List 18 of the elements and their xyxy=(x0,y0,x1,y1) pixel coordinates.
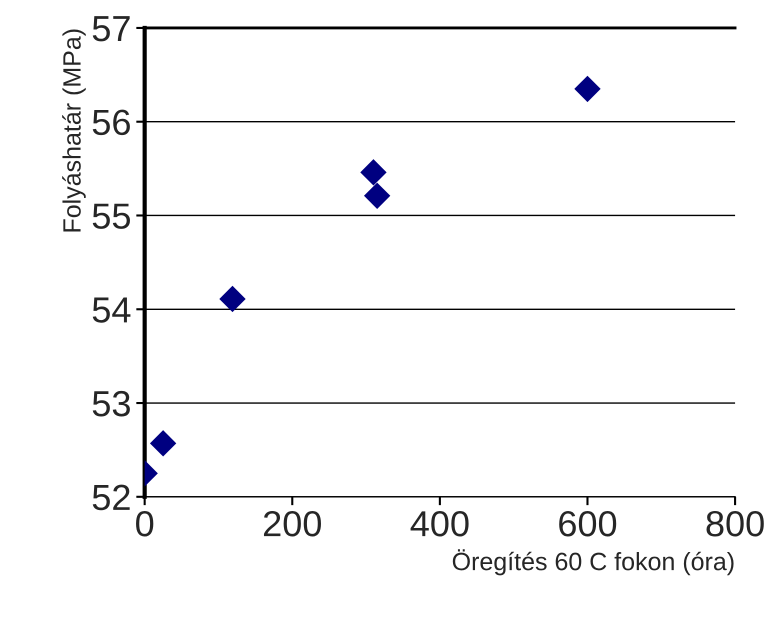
y-tick-label: 54 xyxy=(92,298,130,323)
y-tick-label: 52 xyxy=(92,484,130,510)
point xyxy=(150,430,176,457)
x-tick-label: 400 xyxy=(410,510,469,537)
y-tick-label: 56 xyxy=(92,110,130,136)
point xyxy=(364,182,390,209)
x-tick-label: 800 xyxy=(706,510,764,537)
x-axis-title: Öregítés 60 C fokon (óra) xyxy=(452,549,734,576)
point xyxy=(360,159,387,186)
x-tick-label: 200 xyxy=(264,510,321,537)
y-tick-label: 57 xyxy=(92,16,130,42)
x-tick-label: 600 xyxy=(559,510,616,537)
y-tick-label: 55 xyxy=(92,204,130,229)
x-tick-label: 0 xyxy=(136,510,154,537)
y-tick-label: 53 xyxy=(92,390,130,416)
point xyxy=(574,76,601,102)
point xyxy=(219,286,246,312)
y-axis-title: Folyáshatár (MPa) xyxy=(62,29,86,232)
